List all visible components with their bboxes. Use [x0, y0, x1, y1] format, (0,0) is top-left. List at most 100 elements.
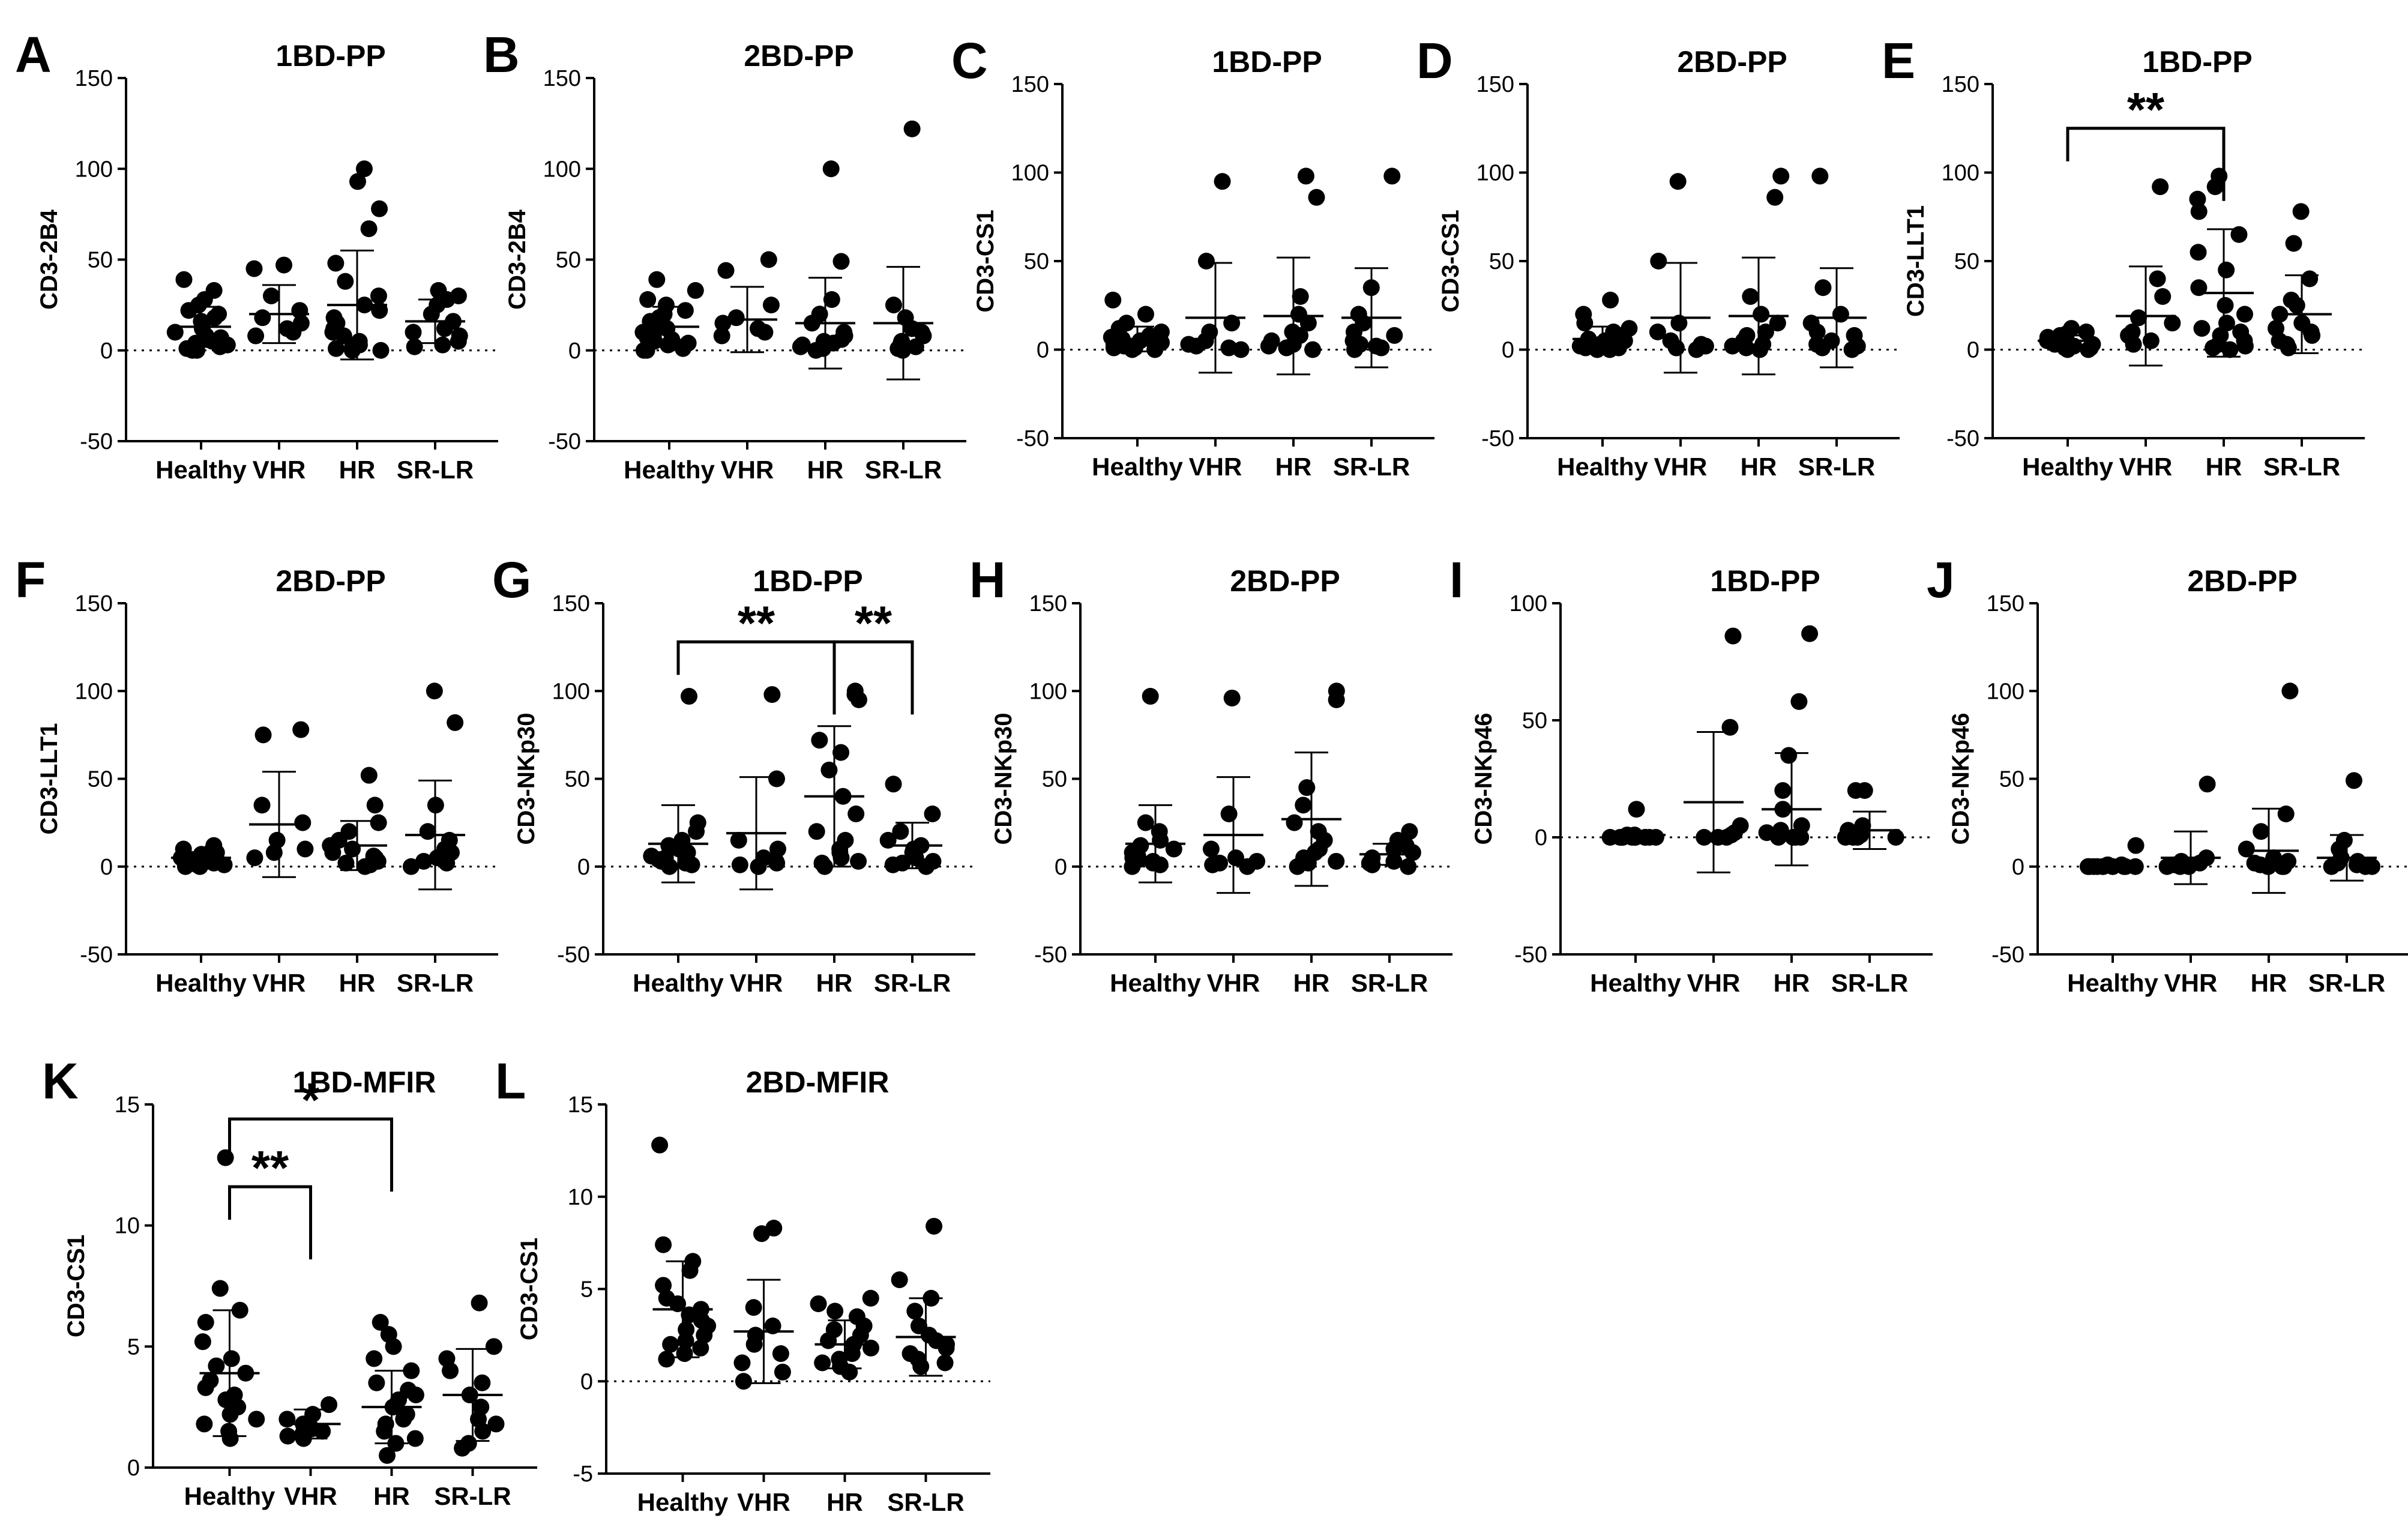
- panel-k-point-healthy: [217, 1149, 234, 1166]
- panel-e-y-tick-label: -50: [1946, 426, 1979, 451]
- panel-j-point-sr-lr: [2345, 772, 2362, 789]
- panel-d-x-tick-label-vhr: VHR: [1654, 453, 1708, 481]
- panel-d-point-healthy: [1608, 328, 1625, 346]
- panel-l-point-healthy: [658, 1351, 675, 1368]
- panel-f-point-vhr: [292, 721, 310, 738]
- panel-k-point-healthy: [221, 1430, 239, 1447]
- panel-i-point-sr-lr: [1837, 829, 1854, 846]
- panel-c-x-tick-label-sr-lr: SR-LR: [1333, 453, 1410, 481]
- panel-f-point-sr-lr: [438, 854, 456, 872]
- panel-l-point-sr-lr: [906, 1303, 924, 1320]
- panel-d-point-vhr: [1650, 253, 1667, 270]
- panel-d-point-hr: [1753, 306, 1770, 323]
- panel-d-y-tick-label: -50: [1481, 426, 1514, 451]
- panel-b-letter: B: [483, 26, 520, 83]
- panel-h-point-hr: [1298, 779, 1316, 797]
- panel-d-point-sr-lr: [1811, 167, 1829, 185]
- panel-b-point-hr: [823, 291, 840, 309]
- panel-f-point-vhr: [254, 726, 272, 744]
- panel-g-y-tick-label: 100: [552, 679, 590, 704]
- panel-a-point-hr: [337, 273, 354, 290]
- panel-a-point-vhr: [284, 324, 302, 341]
- panel-k-point-sr-lr: [442, 1362, 459, 1379]
- panel-k-y-tick-label: 10: [115, 1214, 140, 1239]
- panel-c-title: 1BD-PP: [1212, 45, 1322, 79]
- panel-f-y-tick-label: 50: [88, 767, 113, 792]
- panel-b-y-tick-label: 150: [543, 66, 581, 91]
- panel-c-point-healthy: [1115, 337, 1133, 355]
- panel-g-point-vhr: [750, 858, 767, 875]
- panel-b-y-tick-label: 100: [543, 157, 581, 182]
- panel-e-point-hr: [2236, 306, 2254, 323]
- panel-b-point-vhr: [717, 262, 735, 279]
- panel-l-point-hr: [862, 1289, 879, 1307]
- panel-b-point-healthy: [676, 302, 694, 319]
- panel-k-x-tick-label-healthy: Healthy: [184, 1482, 275, 1510]
- panel-f-point-sr-lr: [419, 823, 436, 840]
- panel-h-point-sr-lr: [1400, 858, 1417, 875]
- panel-a-point-healthy: [175, 271, 193, 288]
- panel-c-point-healthy: [1103, 328, 1120, 346]
- panel-e-point-hr: [2217, 297, 2234, 314]
- panel-a-point-sr-lr: [423, 306, 440, 323]
- panel-a-point-vhr: [245, 260, 263, 277]
- panel-l-point-healthy: [692, 1339, 709, 1357]
- panel-h-y-tick-label: 0: [1055, 855, 1067, 880]
- panel-i-title: 1BD-PP: [1710, 564, 1820, 598]
- panel-j-point-vhr: [2158, 858, 2176, 875]
- panel-b-point-sr-lr: [892, 334, 910, 352]
- panel-f-point-hr: [324, 844, 342, 861]
- panel-d-point-vhr: [1688, 341, 1705, 358]
- panel-k-point-healthy: [197, 1379, 214, 1396]
- panel-k-x-tick-label-hr: HR: [373, 1482, 410, 1510]
- panel-i-y-tick-label: 100: [1510, 591, 1547, 616]
- panel-j-y-tick-label: -50: [1991, 942, 2024, 968]
- panel-f-x-tick-label-vhr: VHR: [253, 969, 306, 997]
- panel-d-point-hr: [1769, 315, 1786, 332]
- panel-j-point-sr-lr: [2357, 858, 2374, 875]
- panel-i-point-sr-lr: [1887, 829, 1904, 846]
- panel-c-point-vhr: [1197, 253, 1215, 270]
- panel-d-point-sr-lr: [1808, 324, 1826, 340]
- panel-l-point-hr: [843, 1345, 861, 1363]
- panel-f-point-hr: [370, 814, 387, 831]
- panel-f-x-tick-label-healthy: Healthy: [155, 969, 247, 997]
- panel-a-point-sr-lr: [406, 338, 423, 355]
- panel-l-x-tick-label-sr-lr: SR-LR: [887, 1488, 964, 1516]
- panel-b-point-vhr: [756, 324, 774, 341]
- panel-l-title: 2BD-MFIR: [746, 1065, 889, 1099]
- panel-j-point-healthy: [2127, 837, 2145, 854]
- panel-i-y-tick-label: -50: [1514, 942, 1547, 968]
- panel-e-point-sr-lr: [2292, 203, 2310, 220]
- panel-j-letter: J: [1927, 552, 1955, 608]
- panel-i-y-tick-label: 0: [1535, 825, 1547, 851]
- panel-b-point-hr: [832, 253, 850, 270]
- panel-g-x-tick-label-healthy: Healthy: [633, 969, 724, 997]
- panel-a-point-hr: [355, 160, 373, 178]
- panel-e-point-vhr: [2130, 309, 2148, 327]
- panel-k-point-hr: [406, 1430, 424, 1447]
- panel-e-point-vhr: [2142, 332, 2160, 349]
- panel-f-letter: F: [15, 552, 46, 608]
- panel-d-point-hr: [1766, 188, 1784, 206]
- panel-k-point-hr: [372, 1314, 389, 1331]
- panel-g-sig-bracket: [676, 640, 836, 715]
- panel-a-y-tick-label: 100: [75, 157, 113, 182]
- panel-e-point-vhr: [2149, 270, 2166, 288]
- panel-l-point-sr-lr: [891, 1271, 908, 1289]
- panel-a-y-tick-label: -50: [80, 429, 113, 454]
- panel-h-point-vhr: [1227, 849, 1244, 867]
- panel-l-point-hr: [862, 1339, 880, 1357]
- panel-c-point-sr-lr: [1383, 167, 1401, 185]
- panel-a-y-tick-label: 50: [88, 248, 113, 273]
- panel-b-title: 2BD-PP: [744, 39, 853, 73]
- panel-c-point-hr: [1299, 315, 1317, 332]
- panel-h-point-vhr: [1223, 689, 1241, 706]
- panel-e-point-sr-lr: [2285, 235, 2302, 252]
- panel-c-point-healthy: [1131, 332, 1149, 349]
- panel-g-point-vhr: [768, 770, 785, 788]
- panel-g-title: 1BD-PP: [753, 564, 862, 598]
- panel-k-point-hr: [379, 1447, 396, 1464]
- panel-d-x-tick-label-hr: HR: [1741, 453, 1777, 481]
- panel-k-x-tick-label-sr-lr: SR-LR: [434, 1482, 511, 1510]
